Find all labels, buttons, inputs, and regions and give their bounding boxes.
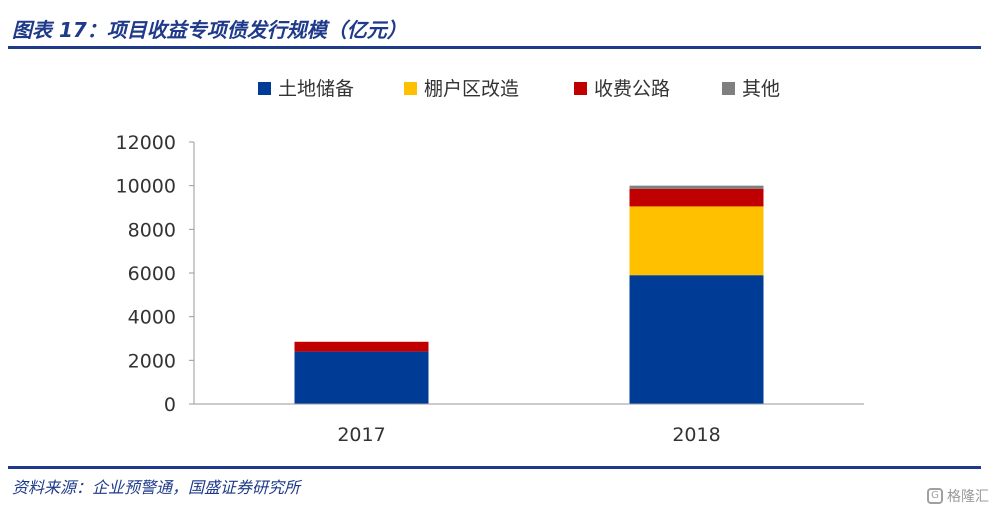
y-tick-label-2: 4000	[128, 307, 176, 329]
y-tick-label-1: 2000	[128, 350, 176, 372]
x-tick-label-1: 2018	[672, 424, 720, 446]
y-tick-label-5: 10000	[116, 176, 176, 198]
y-tick-label-4: 8000	[128, 219, 176, 241]
bars	[294, 185, 764, 404]
legend-label-0: 土地储备	[278, 78, 354, 100]
bar-2018-3	[629, 185, 764, 189]
legend-swatch-2	[574, 82, 587, 95]
y-tick-label-0: 0	[164, 394, 176, 416]
bar-2017-0	[294, 351, 429, 404]
legend-swatch-1	[404, 82, 417, 95]
watermark-logo-icon: G	[927, 488, 943, 504]
y-axis: 0 2000 4000 6000 8000 10000 12000	[116, 132, 195, 416]
bar-2017-2	[294, 341, 429, 352]
legend-label-1: 棚户区改造	[424, 78, 519, 100]
legend-label-2: 收费公路	[594, 78, 670, 100]
watermark-text: 格隆汇	[947, 489, 989, 505]
top-rule	[8, 46, 981, 49]
legend-swatch-3	[722, 82, 735, 95]
bar-2018-1	[629, 206, 764, 276]
bar-2018-2	[629, 188, 764, 207]
legend: 土地储备 棚户区改造 收费公路 其他	[258, 78, 780, 100]
watermark: G 格隆汇	[927, 486, 989, 506]
x-tick-label-0: 2017	[337, 424, 385, 446]
legend-label-3: 其他	[742, 78, 780, 100]
bottom-rule	[8, 466, 981, 469]
y-tick-label-3: 6000	[128, 263, 176, 285]
y-tick-label-6: 12000	[116, 132, 176, 154]
chart-title: 图表 17：项目收益专项债发行规模（亿元）	[12, 18, 407, 42]
source-note: 资料来源：企业预警通，国盛证券研究所	[12, 478, 301, 497]
legend-swatch-0	[258, 82, 271, 95]
x-axis: 2017 2018	[194, 403, 864, 446]
bar-2018-0	[629, 275, 764, 404]
